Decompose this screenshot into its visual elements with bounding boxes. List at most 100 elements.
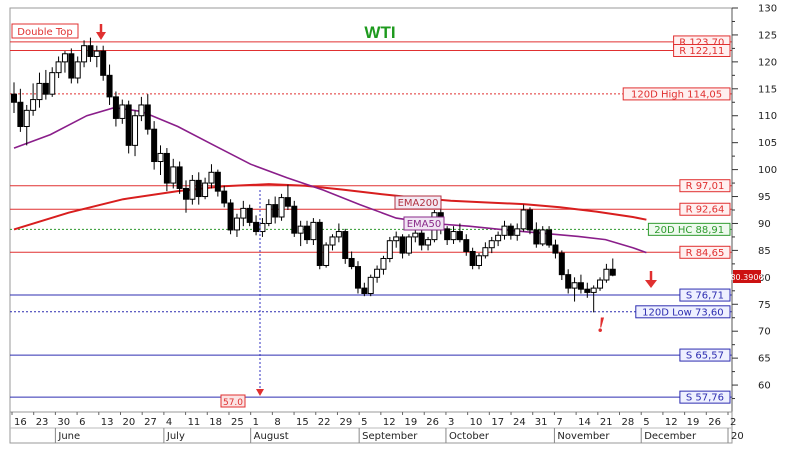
candle-body-93 xyxy=(603,268,610,281)
x-day-tick-0: 16 xyxy=(14,417,27,428)
candle-body-76 xyxy=(495,234,502,242)
candle-body-24 xyxy=(163,152,170,184)
ema200-label: EMA200 xyxy=(398,198,439,209)
candle-body-62 xyxy=(405,236,412,254)
candle-body-86 xyxy=(558,252,565,276)
x-day-tick-11: 1 xyxy=(253,417,259,428)
candle-body-6 xyxy=(49,72,56,95)
candle-body-78 xyxy=(507,225,514,236)
candle-body-49 xyxy=(323,244,330,266)
double-top-arrow-icon xyxy=(96,24,106,40)
y-tick-115: 115 xyxy=(758,84,777,95)
level-label-3: R 97,01 xyxy=(686,181,725,192)
candle-body-38 xyxy=(253,221,260,233)
candle-body-47 xyxy=(310,221,317,241)
plot-area xyxy=(9,7,733,413)
candle-body-36 xyxy=(240,207,247,219)
x-day-tick-21: 10 xyxy=(470,417,483,428)
candle-body-73 xyxy=(476,255,483,266)
candle-body-43 xyxy=(284,197,291,207)
y-tick-65: 65 xyxy=(758,354,771,365)
candle-body-22 xyxy=(151,128,158,163)
candle-body-15 xyxy=(106,74,113,98)
x-day-tick-31: 19 xyxy=(687,417,700,428)
candle-body-48 xyxy=(316,221,323,266)
candle-body-44 xyxy=(291,205,298,234)
x-day-tick-5: 20 xyxy=(122,417,135,428)
candle-body-75 xyxy=(488,240,495,249)
double-top-box xyxy=(11,23,79,39)
candle-body-69 xyxy=(450,231,457,241)
x-day-tick-33: 2 xyxy=(730,417,736,428)
candle-body-8 xyxy=(61,53,68,63)
x-day-tick-14: 22 xyxy=(318,417,331,428)
candle-body-88 xyxy=(571,282,578,289)
candle-body-21 xyxy=(144,104,151,130)
x-month-july: July xyxy=(166,431,185,442)
x-day-tick-32: 26 xyxy=(708,417,721,428)
candle-body-13 xyxy=(93,50,100,57)
last-price-box xyxy=(733,270,761,283)
candle-body-27 xyxy=(182,187,189,200)
candle-body-94 xyxy=(609,268,616,276)
candle-body-91 xyxy=(590,287,597,293)
x-day-tick-13: 15 xyxy=(296,417,309,428)
candle-body-41 xyxy=(272,204,279,218)
candle-body-0 xyxy=(11,93,17,103)
chart-title: WTI xyxy=(364,23,395,42)
candle-body-3 xyxy=(30,99,37,111)
candle-body-18 xyxy=(125,104,132,146)
x-day-tick-8: 11 xyxy=(188,417,201,428)
y-tick-60: 60 xyxy=(758,381,771,392)
x-month-november: November xyxy=(557,431,610,442)
candle-body-11 xyxy=(81,45,88,63)
candle-body-65 xyxy=(425,239,432,246)
candle-body-51 xyxy=(335,231,342,238)
level-label-5: 20D HC 88,91 xyxy=(654,225,724,236)
candle-body-68 xyxy=(444,228,451,241)
exclaim-mark: ! xyxy=(597,312,606,337)
x-day-tick-1: 23 xyxy=(36,417,49,428)
x-day-tick-22: 17 xyxy=(491,417,504,428)
candle-body-72 xyxy=(469,250,476,266)
candle-body-57 xyxy=(374,268,381,278)
candle-body-1 xyxy=(17,101,24,128)
x-day-tick-7: 4 xyxy=(166,417,172,428)
x-day-tick-10: 25 xyxy=(231,417,244,428)
x-axis: 16 23 30 6 13 20 27 4 11 18 25 1 8 15 22 29 5 12 19 26 3 10 17… xyxy=(9,411,744,444)
candle-body-25 xyxy=(170,166,177,184)
ema50-label: EMA50 xyxy=(407,219,442,230)
candle-body-32 xyxy=(214,171,221,192)
level-box-9 xyxy=(679,348,731,362)
ema50-label-box xyxy=(403,216,445,231)
x-day-tick-28: 28 xyxy=(622,417,635,428)
candle-body-53 xyxy=(348,257,355,268)
y-tick-110: 110 xyxy=(758,111,777,122)
candle-body-19 xyxy=(132,115,139,146)
candle-body-42 xyxy=(278,197,285,218)
x-day-tick-2: 30 xyxy=(57,417,70,428)
candle-body-31 xyxy=(208,171,215,184)
candle-body-87 xyxy=(565,274,572,289)
level-box-3 xyxy=(679,179,731,193)
x-day-tick-16: 5 xyxy=(361,417,367,428)
x-day-tick-17: 12 xyxy=(383,417,396,428)
level-label-7: S 76,71 xyxy=(686,291,724,302)
candle-body-28 xyxy=(189,179,196,200)
level-label-1: R 122,11 xyxy=(679,46,724,57)
level-box-10 xyxy=(679,390,731,404)
candle-body-64 xyxy=(418,232,425,246)
down-arrow-icon xyxy=(645,271,657,288)
double-top-label: Double Top xyxy=(17,27,73,38)
candle-body-74 xyxy=(482,247,489,257)
candle-body-92 xyxy=(597,279,604,289)
candle-body-45 xyxy=(297,225,304,234)
candle-body-16 xyxy=(112,96,119,119)
candle-body-50 xyxy=(329,236,336,246)
candle-body-7 xyxy=(55,61,62,74)
candle-body-89 xyxy=(577,282,584,290)
candles-series xyxy=(11,37,616,313)
candle-body-71 xyxy=(463,239,470,252)
level-box-1 xyxy=(673,44,731,58)
